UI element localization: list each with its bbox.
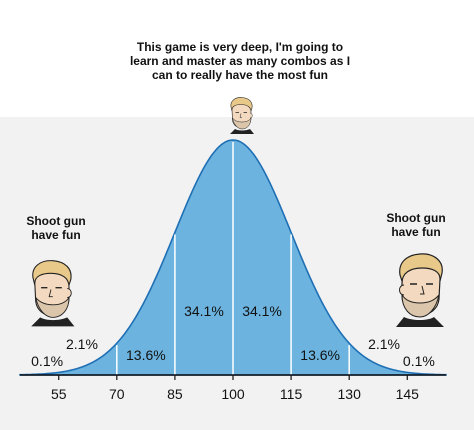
left-caption-line: have fun <box>31 228 81 242</box>
percent-label: 34.1% <box>242 303 282 319</box>
chad-face-icon <box>30 259 76 328</box>
top-caption-line: This game is very deep, I'm going to <box>136 40 344 54</box>
x-tick-label: 145 <box>396 386 420 402</box>
percent-label: 13.6% <box>300 347 340 363</box>
percent-label: 34.1% <box>184 303 224 319</box>
left-caption: Shoot gun have fun <box>16 214 96 242</box>
top-caption-line: can to really have the most fun <box>151 68 329 82</box>
left-caption-line: Shoot gun <box>26 214 86 228</box>
chad-face-icon <box>395 253 445 328</box>
top-caption-line: learn and master as many combos as I <box>129 54 351 68</box>
percent-label: 0.1% <box>403 353 435 369</box>
sd-dividers <box>57 142 409 375</box>
right-caption-line: have fun <box>391 225 441 239</box>
x-tick-label: 85 <box>167 386 183 402</box>
x-tick-label: 70 <box>109 386 125 402</box>
chad-face-icon <box>229 97 255 135</box>
right-caption: Shoot gun have fun <box>376 211 456 239</box>
x-tick-label: 55 <box>51 386 67 402</box>
top-caption: This game is very deep, I'm going to lea… <box>110 40 370 82</box>
right-caption-line: Shoot gun <box>386 211 446 225</box>
x-tick-label: 115 <box>280 386 303 402</box>
percent-labels: 0.1%2.1%13.6%34.1% 34.1%13.6%2.1%0.1% <box>31 303 435 369</box>
x-tick-label: 130 <box>338 386 362 402</box>
percent-label: 0.1% <box>31 353 63 369</box>
percent-label: 2.1% <box>66 336 98 352</box>
percent-label: 13.6% <box>126 347 166 363</box>
percent-label: 2.1% <box>368 336 400 352</box>
x-axis-ticks: 55 70 85 100 115 130 145 <box>51 375 419 402</box>
x-tick-label: 100 <box>221 386 245 402</box>
